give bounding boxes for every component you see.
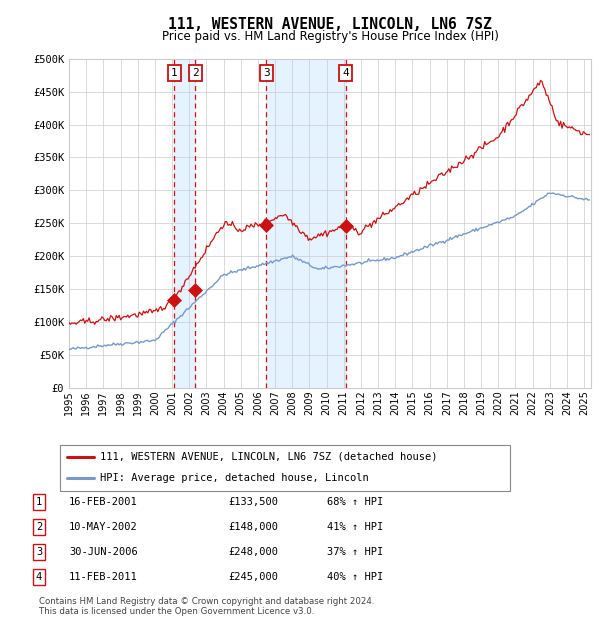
- Text: 37% ↑ HPI: 37% ↑ HPI: [327, 547, 383, 557]
- Text: 1: 1: [171, 68, 178, 78]
- Text: 41% ↑ HPI: 41% ↑ HPI: [327, 522, 383, 532]
- Text: 11-FEB-2011: 11-FEB-2011: [69, 572, 138, 582]
- Text: £245,000: £245,000: [228, 572, 278, 582]
- Text: £148,000: £148,000: [228, 522, 278, 532]
- Text: £133,500: £133,500: [228, 497, 278, 507]
- Text: 4: 4: [36, 572, 42, 582]
- Text: 2: 2: [192, 68, 199, 78]
- Bar: [266, 59, 346, 388]
- Text: 2: 2: [36, 522, 42, 532]
- FancyBboxPatch shape: [60, 445, 510, 491]
- Text: £248,000: £248,000: [228, 547, 278, 557]
- Text: 111, WESTERN AVENUE, LINCOLN, LN6 7SZ (detached house): 111, WESTERN AVENUE, LINCOLN, LN6 7SZ (d…: [101, 451, 438, 462]
- Text: Price paid vs. HM Land Registry's House Price Index (HPI): Price paid vs. HM Land Registry's House …: [161, 30, 499, 43]
- Text: 40% ↑ HPI: 40% ↑ HPI: [327, 572, 383, 582]
- Text: 68% ↑ HPI: 68% ↑ HPI: [327, 497, 383, 507]
- Text: 16-FEB-2001: 16-FEB-2001: [69, 497, 138, 507]
- Text: 4: 4: [343, 68, 349, 78]
- Text: HPI: Average price, detached house, Lincoln: HPI: Average price, detached house, Linc…: [101, 473, 369, 483]
- Text: 1: 1: [36, 497, 42, 507]
- Text: 111, WESTERN AVENUE, LINCOLN, LN6 7SZ: 111, WESTERN AVENUE, LINCOLN, LN6 7SZ: [168, 17, 492, 32]
- Bar: [174, 59, 196, 388]
- Text: 10-MAY-2002: 10-MAY-2002: [69, 522, 138, 532]
- Text: 3: 3: [263, 68, 270, 78]
- Text: 30-JUN-2006: 30-JUN-2006: [69, 547, 138, 557]
- Text: 3: 3: [36, 547, 42, 557]
- Text: Contains HM Land Registry data © Crown copyright and database right 2024.
This d: Contains HM Land Registry data © Crown c…: [39, 597, 374, 616]
